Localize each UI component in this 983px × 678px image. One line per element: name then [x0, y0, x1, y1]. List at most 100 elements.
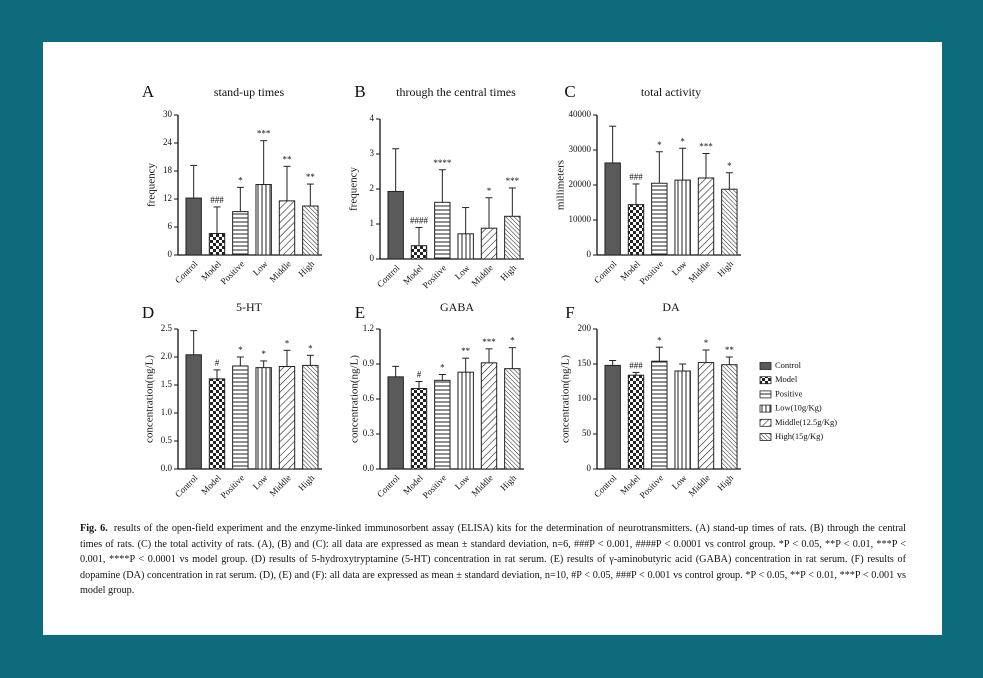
significance-label: ** [725, 345, 735, 355]
bar [410, 245, 428, 260]
bar [674, 370, 691, 470]
significance-label: * [510, 336, 515, 346]
legend-swatch [759, 404, 772, 413]
significance-label: * [704, 338, 709, 348]
legend-label: High(15g/Kg) [775, 431, 823, 441]
bar [721, 364, 738, 470]
y-axis-label: millimeters [555, 160, 567, 210]
y-axis-label: frequency [146, 163, 158, 207]
error-bar [632, 183, 640, 205]
y-tick-label: 1.2 [363, 323, 374, 333]
legend-swatch [759, 390, 772, 399]
error-bar [260, 360, 268, 368]
bar [302, 364, 319, 470]
error-bar [462, 207, 470, 234]
y-tick-label: 30000 [569, 144, 592, 154]
y-tick-label: 4 [370, 113, 375, 123]
error-bar [702, 153, 710, 178]
chart-title: total activity [641, 85, 701, 99]
chart-title: GABA [440, 300, 474, 314]
error-bar [190, 164, 198, 199]
significance-label: ### [629, 360, 643, 370]
bar [302, 205, 319, 256]
panel-background [43, 42, 942, 635]
significance-label: #### [410, 216, 429, 226]
legend-label: Middle(12.5g/Kg) [775, 417, 837, 427]
y-tick-label: 0.3 [363, 428, 375, 438]
significance-label: * [727, 161, 732, 171]
y-tick-label: 0 [168, 249, 173, 259]
y-tick-label: 1.5 [161, 379, 173, 389]
y-tick-label: 6 [168, 221, 173, 231]
error-bar [236, 186, 244, 212]
y-tick-label: 0.5 [161, 435, 173, 445]
error-bar [392, 148, 400, 192]
bar [604, 364, 621, 470]
legend-swatch [759, 362, 772, 370]
y-tick-label: 0.0 [363, 463, 375, 473]
error-bar [508, 187, 516, 217]
y-tick-label: 40000 [569, 109, 592, 119]
error-bar [655, 151, 663, 184]
panel-letter: F [565, 303, 574, 322]
panel-letter: A [142, 82, 155, 101]
bar [721, 188, 738, 256]
significance-label: *** [482, 337, 496, 347]
bar [185, 354, 202, 470]
significance-label: * [680, 136, 685, 146]
panel-letter: C [564, 82, 575, 101]
y-tick-label: 0 [587, 249, 592, 259]
chart-title: 5-HT [236, 300, 263, 314]
error-bar [609, 125, 617, 163]
y-tick-label: 200 [578, 323, 592, 333]
bar [504, 368, 521, 470]
y-tick-label: 2.0 [161, 351, 173, 361]
error-bar [725, 172, 733, 190]
y-tick-label: 30 [163, 109, 173, 119]
y-tick-label: 0 [370, 253, 375, 263]
caption-label: Fig. 6. [80, 523, 108, 534]
bar [627, 374, 645, 470]
bar [651, 182, 668, 256]
bar [232, 211, 249, 256]
y-tick-label: 1 [370, 218, 375, 228]
error-bar [415, 381, 423, 389]
y-tick-label: 2 [370, 183, 375, 193]
error-bar [236, 356, 244, 366]
y-tick-label: 0 [587, 463, 592, 473]
error-bar [260, 140, 268, 185]
y-axis-label: concentration(ng/L) [560, 355, 572, 443]
y-tick-label: 1.0 [161, 407, 173, 417]
significance-label: **** [433, 158, 452, 168]
bar [410, 388, 428, 470]
bar [185, 197, 202, 256]
y-axis-label: concentration(ng/L) [144, 355, 156, 443]
panel-letter: B [354, 82, 365, 101]
significance-label: ** [306, 172, 316, 182]
error-bar [415, 227, 423, 246]
bar [627, 204, 645, 256]
error-bar [438, 374, 446, 381]
y-tick-label: 0.0 [161, 463, 173, 473]
error-bar [213, 369, 221, 379]
significance-label: * [285, 338, 290, 348]
error-bar [679, 147, 687, 181]
y-tick-label: 24 [163, 137, 173, 147]
error-bar [306, 354, 314, 366]
bar [434, 379, 451, 470]
error-bar [462, 357, 470, 373]
y-axis-label: frequency [348, 167, 360, 211]
caption-text: results of the open-field experiment and… [80, 523, 906, 597]
error-bar [306, 183, 314, 206]
significance-label: ** [461, 346, 471, 356]
error-bar [438, 169, 446, 203]
significance-label: * [657, 140, 662, 150]
bar [434, 201, 451, 260]
caption: Fig. 6. results of the open-field experim… [80, 521, 906, 599]
bar [604, 162, 621, 256]
significance-label: *** [506, 176, 520, 186]
bar [255, 367, 272, 470]
significance-label: * [440, 363, 445, 373]
bar [651, 360, 668, 470]
